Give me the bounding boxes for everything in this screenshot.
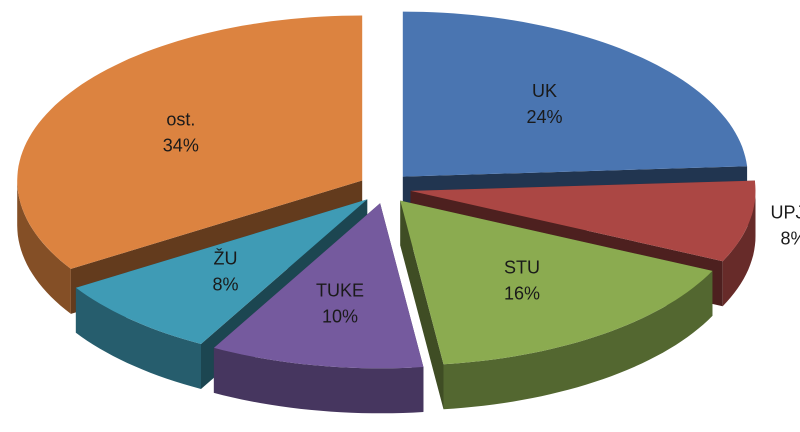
slice — [400, 200, 713, 410]
slice-wall — [722, 190, 756, 307]
pie-slice — [402, 11, 748, 177]
slice — [213, 203, 424, 414]
slice-category-label: UPJŠ — [770, 202, 800, 223]
slice-value-label: 24% — [526, 107, 562, 127]
pie-slice — [17, 15, 363, 269]
slice-category-label: TUKE — [316, 281, 364, 301]
slice-wall — [17, 180, 71, 314]
slice-wall — [443, 270, 713, 410]
slice-value-label: 10% — [322, 307, 358, 327]
pie-slice — [410, 180, 756, 262]
slice-side — [400, 200, 444, 410]
slice-category-label: UK — [532, 81, 557, 101]
slice-category-label: ost. — [166, 110, 195, 130]
slice-wall — [213, 347, 424, 414]
slice-value-label: 8% — [780, 229, 800, 249]
slice-category-label: ŽU — [214, 248, 238, 268]
slice-category-label: STU — [504, 257, 540, 277]
slice-value-label: 16% — [504, 283, 540, 303]
pie-slice — [213, 203, 424, 369]
slice-wall — [75, 287, 201, 389]
pie-slice — [75, 199, 368, 344]
slice-value-label: 34% — [163, 136, 199, 156]
slice-value-label: 8% — [212, 274, 238, 294]
pie-slice — [400, 200, 713, 365]
